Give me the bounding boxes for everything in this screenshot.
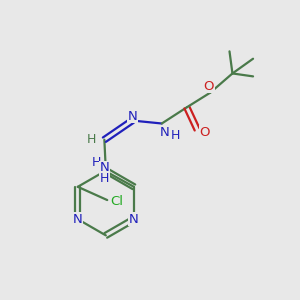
Text: H: H — [100, 172, 109, 185]
Text: N: N — [100, 161, 109, 174]
Text: O: O — [199, 126, 210, 139]
Text: N: N — [128, 110, 137, 123]
Text: N: N — [129, 213, 139, 226]
Text: O: O — [204, 80, 214, 93]
Text: N: N — [73, 213, 83, 226]
Text: H: H — [86, 133, 96, 146]
Text: H: H — [92, 156, 101, 169]
Text: H: H — [170, 129, 180, 142]
Text: Cl: Cl — [110, 195, 123, 208]
Text: N: N — [159, 126, 169, 139]
